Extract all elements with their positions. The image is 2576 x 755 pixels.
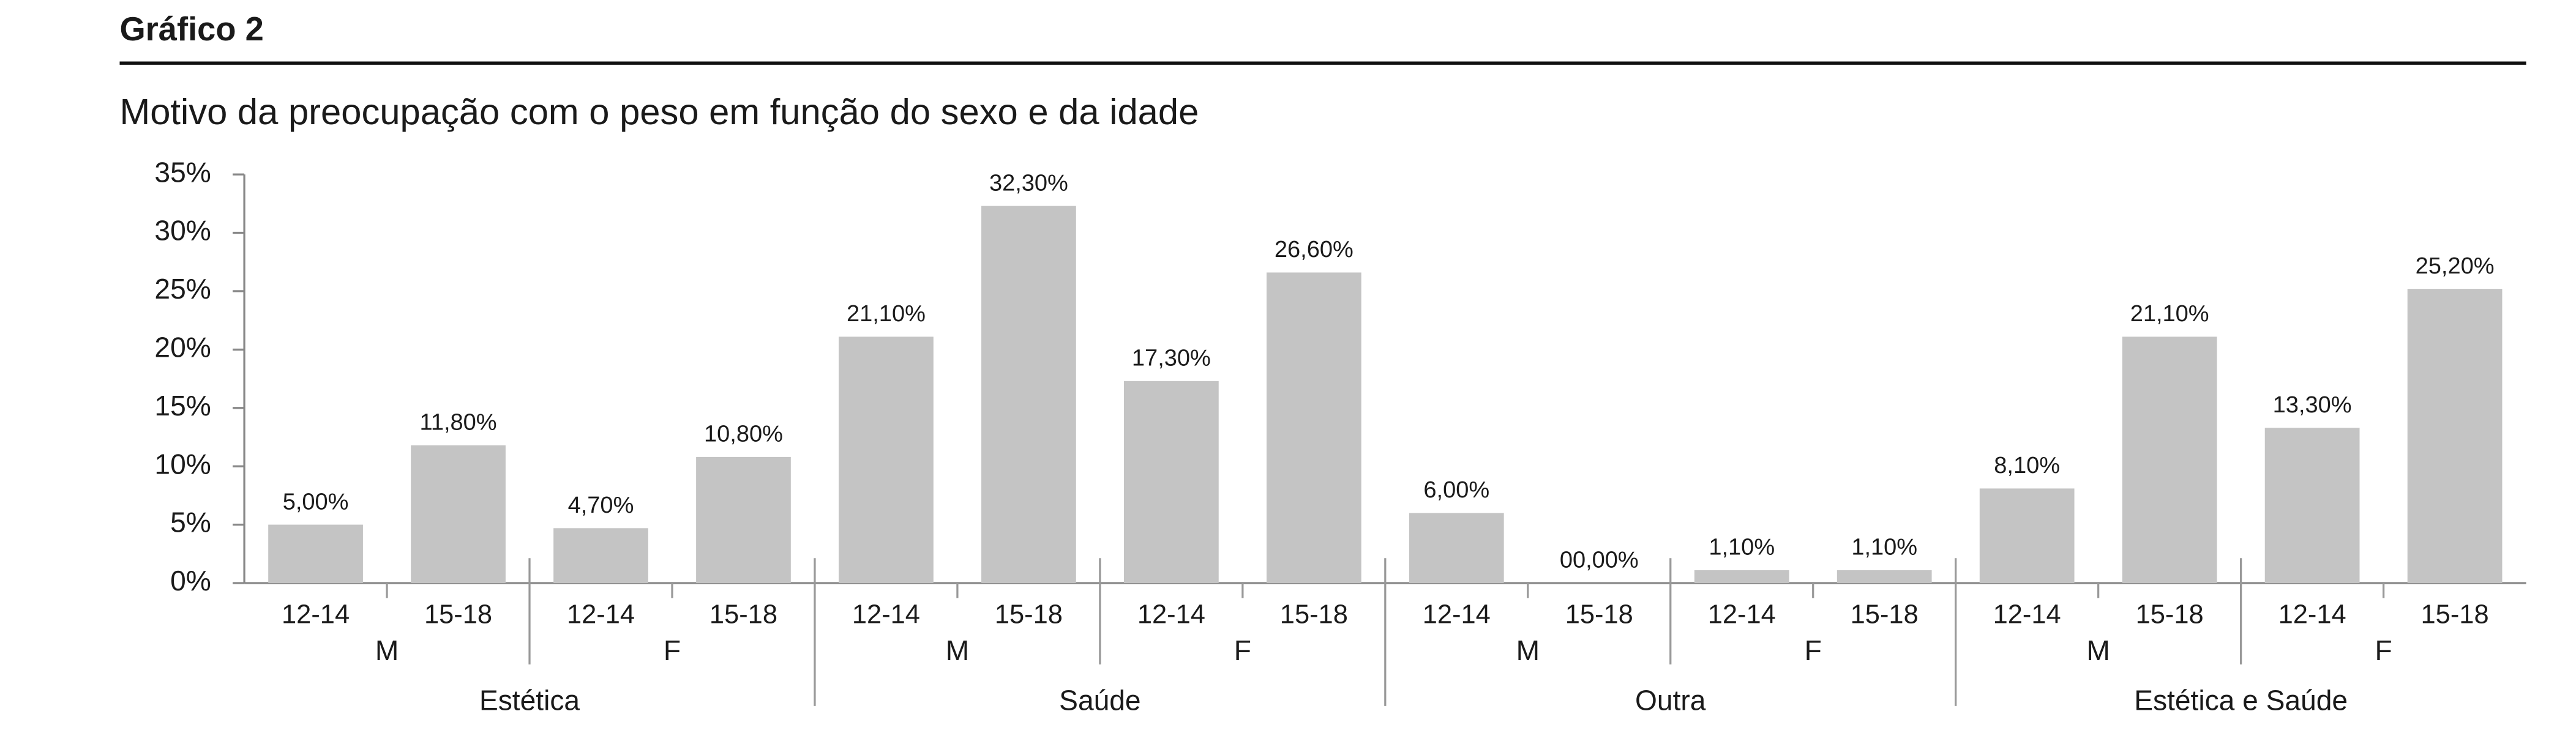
- x-tick-label: 15-18: [710, 600, 777, 630]
- x-tick-label: 12-14: [1708, 600, 1776, 630]
- y-tick-label: 30%: [154, 215, 211, 247]
- x-tick-label: 15-18: [995, 600, 1063, 630]
- bar: [411, 445, 506, 583]
- x-tick-label: 15-18: [2421, 600, 2489, 630]
- data-label: 11,80%: [420, 410, 497, 436]
- group-label: Estética e Saúde: [2134, 685, 2348, 716]
- data-label: 13,30%: [2273, 392, 2352, 418]
- data-label: 10,80%: [704, 422, 783, 447]
- sex-label: M: [2086, 634, 2110, 666]
- bar: [268, 524, 363, 583]
- group-label: Outra: [1635, 685, 1706, 716]
- chart-title: Gráfico 2: [119, 10, 263, 48]
- data-label: 17,30%: [1132, 346, 1211, 371]
- data-label: 5,00%: [283, 489, 349, 515]
- x-tick-label: 15-18: [2136, 600, 2204, 630]
- x-tick-label: 12-14: [1993, 600, 2061, 630]
- bar: [2407, 289, 2503, 583]
- sex-label: F: [1805, 634, 1822, 666]
- sex-label: F: [1234, 634, 1251, 666]
- bar: [553, 528, 648, 583]
- sex-label: M: [375, 634, 399, 666]
- data-label: 21,10%: [847, 301, 926, 327]
- data-label: 00,00%: [1560, 548, 1639, 573]
- group-label: Estética: [479, 685, 580, 716]
- x-tick-label: 15-18: [1851, 600, 1919, 630]
- y-tick-label: 25%: [154, 273, 211, 305]
- data-label: 25,20%: [2416, 253, 2495, 279]
- bar: [696, 456, 791, 583]
- bar: [1979, 488, 2075, 583]
- data-label: 1,10%: [1709, 535, 1775, 560]
- bar: [1409, 513, 1504, 583]
- sex-label: M: [946, 634, 969, 666]
- bar: [839, 337, 934, 583]
- x-tick-label: 12-14: [282, 600, 350, 630]
- y-tick-label: 15%: [154, 390, 211, 422]
- bar: [1123, 381, 1219, 583]
- bar: [1694, 570, 1789, 583]
- group-label: Saúde: [1059, 685, 1140, 716]
- x-tick-label: 12-14: [2278, 600, 2346, 630]
- x-tick-label: 15-18: [1280, 600, 1348, 630]
- bar: [1266, 272, 1361, 583]
- sex-label: F: [2375, 634, 2392, 666]
- sex-label: F: [664, 634, 681, 666]
- bar: [2122, 337, 2217, 583]
- y-tick-label: 20%: [154, 332, 211, 363]
- x-tick-label: 12-14: [1423, 600, 1491, 630]
- y-tick-label: 5%: [170, 507, 211, 538]
- y-tick-label: 35%: [154, 156, 211, 188]
- x-tick-label: 12-14: [1137, 600, 1205, 630]
- data-label: 26,60%: [1275, 237, 1354, 262]
- sex-label: M: [1516, 634, 1540, 666]
- data-label: 1,10%: [1851, 535, 1917, 560]
- bar: [981, 206, 1076, 583]
- x-tick-label: 15-18: [424, 600, 492, 630]
- y-tick-label: 10%: [154, 448, 211, 480]
- data-label: 8,10%: [1994, 453, 2060, 478]
- bar: [2264, 428, 2360, 583]
- data-label: 4,70%: [568, 493, 634, 518]
- x-tick-label: 12-14: [852, 600, 920, 630]
- data-label: 32,30%: [989, 170, 1068, 196]
- bar: [1837, 570, 1932, 583]
- chart-subtitle: Motivo da preocupação com o peso em funç…: [119, 91, 1199, 132]
- data-label: 21,10%: [2130, 301, 2209, 327]
- x-tick-label: 15-18: [1565, 600, 1633, 630]
- data-label: 6,00%: [1423, 477, 1489, 503]
- y-tick-label: 0%: [170, 565, 211, 597]
- x-tick-label: 12-14: [567, 600, 635, 630]
